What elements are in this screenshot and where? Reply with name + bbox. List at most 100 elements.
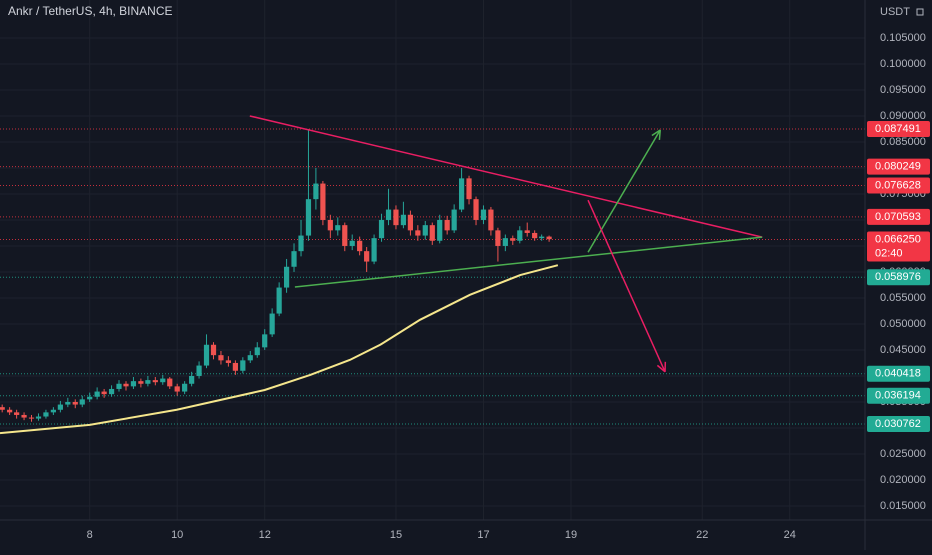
candle-body (517, 230, 522, 240)
candle-body (145, 380, 150, 384)
price-label: 0.066250 (875, 233, 921, 245)
candle-body (189, 376, 194, 384)
candle-body (415, 230, 420, 235)
candle-body (233, 363, 238, 371)
candle-body (255, 347, 260, 355)
candle-body (102, 392, 107, 395)
candle-body (36, 417, 41, 419)
y-tick-label: 0.045000 (880, 344, 926, 356)
candle-body (153, 380, 158, 382)
candle-body (51, 410, 56, 413)
price-label: 0.080249 (875, 161, 921, 173)
candle-body (270, 314, 275, 335)
currency: USDT (880, 6, 910, 18)
x-tick-label: 10 (171, 529, 183, 541)
candle-body (95, 392, 100, 397)
price-label: 0.070593 (875, 211, 921, 223)
candle-body (320, 184, 325, 220)
x-tick-label: 24 (784, 529, 796, 541)
candle-body (342, 225, 347, 246)
candle-body (371, 238, 376, 261)
candle-body (313, 184, 318, 200)
x-tick-label: 19 (565, 529, 577, 541)
candle-body (452, 210, 457, 231)
price-label: 0.058976 (875, 271, 921, 283)
y-tick-label: 0.050000 (880, 318, 926, 330)
candle-body (167, 379, 172, 387)
candle-body (298, 236, 303, 252)
candle-body (473, 199, 478, 220)
candle-body (109, 389, 114, 394)
candle-body (7, 410, 12, 413)
candle-body (123, 384, 128, 387)
candle-body (328, 220, 333, 230)
price-label: 0.040418 (875, 368, 921, 380)
candle-body (408, 215, 413, 231)
candle-body (58, 405, 63, 410)
candle-body (248, 355, 253, 360)
price-label: 0.076628 (875, 179, 921, 191)
y-tick-label: 0.055000 (880, 292, 926, 304)
countdown: 02:40 (875, 247, 903, 259)
arrow-head (659, 130, 660, 140)
chart-title: Ankr / TetherUS, 4h, BINANCE (8, 4, 173, 18)
candle-body (437, 220, 442, 241)
candle-body (459, 178, 464, 209)
candle-body (386, 210, 391, 220)
y-tick-label: 0.085000 (880, 136, 926, 148)
candle-body (204, 345, 209, 366)
candle-body (306, 199, 311, 235)
x-tick-label: 8 (87, 529, 93, 541)
candle-body (0, 407, 5, 410)
candle-body (73, 402, 78, 405)
candle-body (21, 415, 26, 418)
candle-body (466, 178, 471, 199)
candle-body (218, 355, 223, 360)
candle-body (65, 402, 70, 405)
candle-body (357, 241, 362, 251)
candle-body (211, 345, 216, 355)
candle-body (401, 215, 406, 225)
candle-body (335, 225, 340, 230)
y-tick-label: 0.090000 (880, 110, 926, 122)
x-tick-label: 17 (477, 529, 489, 541)
candle-body (364, 251, 369, 261)
candle-body (488, 210, 493, 231)
candle-body (284, 267, 289, 288)
candle-body (240, 360, 245, 370)
candle-body (430, 225, 435, 241)
price-label: 0.087491 (875, 123, 921, 135)
candle-body (379, 220, 384, 238)
candle-body (14, 412, 19, 415)
y-tick-label: 0.095000 (880, 84, 926, 96)
candle-body (423, 225, 428, 235)
x-tick-label: 12 (259, 529, 271, 541)
candle-body (546, 237, 551, 240)
candle-body (495, 230, 500, 246)
candle-body (525, 230, 530, 233)
candle-body (87, 397, 92, 400)
x-tick-label: 22 (696, 529, 708, 541)
candle-body (291, 251, 296, 267)
candle-body (175, 386, 180, 391)
candle-body (481, 210, 486, 220)
y-tick-label: 0.020000 (880, 474, 926, 486)
x-tick-label: 15 (390, 529, 402, 541)
candle-body (160, 379, 165, 383)
candle-body (503, 238, 508, 246)
candle-body (131, 381, 136, 386)
candle-body (196, 366, 201, 376)
y-tick-label: 0.025000 (880, 448, 926, 460)
candle-body (29, 418, 34, 419)
price-label: 0.036194 (875, 390, 921, 402)
y-tick-label: 0.105000 (880, 32, 926, 44)
candle-body (262, 334, 267, 347)
candle-body (116, 384, 121, 389)
candle-body (350, 241, 355, 246)
y-tick-label: 0.015000 (880, 500, 926, 512)
candle-body (138, 381, 143, 384)
candle-body (532, 233, 537, 238)
